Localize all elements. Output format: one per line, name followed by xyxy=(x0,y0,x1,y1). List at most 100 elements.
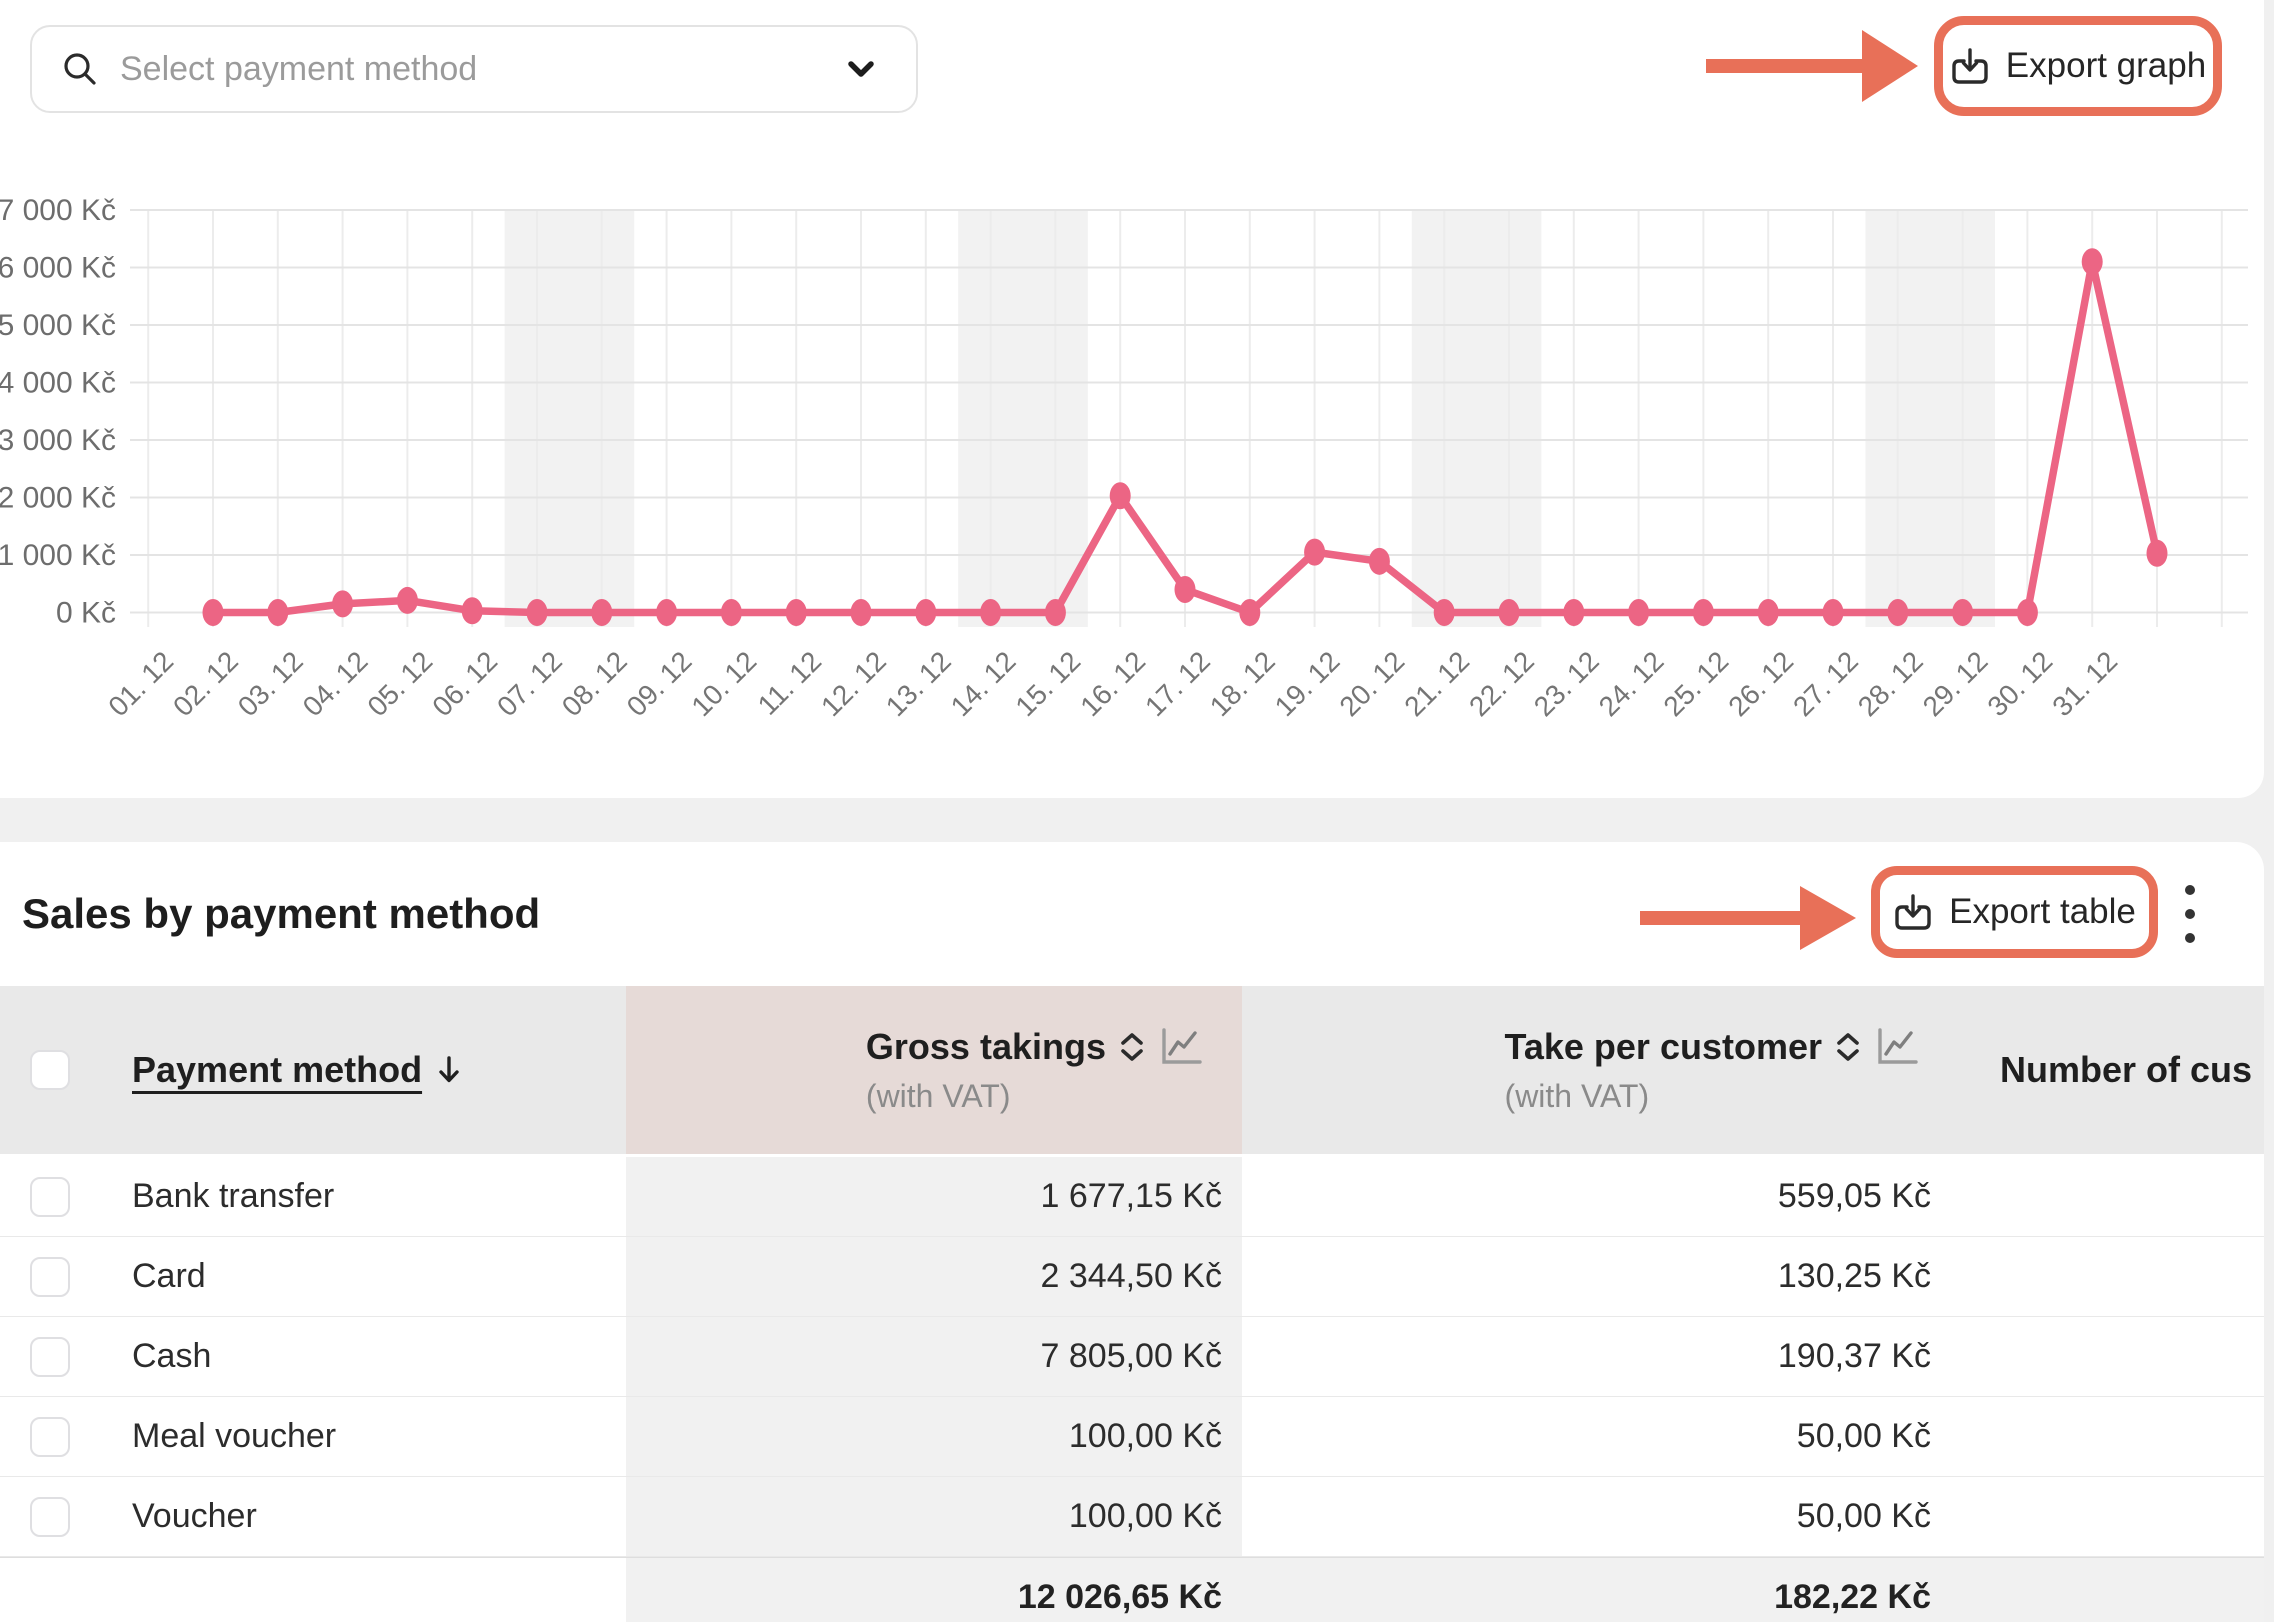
number-of-customers-cell xyxy=(1950,1237,2264,1316)
export-table-button[interactable]: Export table xyxy=(1893,892,2136,932)
svg-text:10. 12: 10. 12 xyxy=(685,645,762,722)
svg-text:06. 12: 06. 12 xyxy=(426,645,503,722)
row-checkbox[interactable] xyxy=(30,1416,70,1457)
table-row: Cash 7 805,00 Kč 190,37 Kč xyxy=(0,1317,2264,1397)
annotation-arrow-table xyxy=(1640,886,1856,950)
svg-text:30. 12: 30. 12 xyxy=(1981,645,2058,722)
total-gross-takings: 12 026,65 Kč xyxy=(626,1558,1242,1622)
sales-table: Payment method Gross takings xyxy=(0,986,2264,1622)
annotation-box-table: Export table xyxy=(1871,866,2158,958)
svg-text:18. 12: 18. 12 xyxy=(1204,645,1281,722)
download-icon xyxy=(1895,894,1931,930)
row-checkbox[interactable] xyxy=(30,1256,70,1297)
select-all-checkbox[interactable] xyxy=(30,1050,70,1090)
payment-method-select[interactable]: Select payment method xyxy=(30,25,918,113)
payment-method-column-label[interactable]: Payment method xyxy=(132,1049,423,1090)
svg-text:27. 12: 27. 12 xyxy=(1787,645,1864,722)
svg-text:03. 12: 03. 12 xyxy=(232,645,309,722)
svg-text:17. 12: 17. 12 xyxy=(1139,645,1216,722)
svg-text:29. 12: 29. 12 xyxy=(1917,645,1994,722)
gross-takings-cell: 1 677,15 Kč xyxy=(626,1157,1242,1236)
svg-text:14. 12: 14. 12 xyxy=(945,645,1022,722)
line-chart-toggle-icon[interactable] xyxy=(1874,1027,1920,1067)
svg-text:09. 12: 09. 12 xyxy=(621,645,698,722)
take-per-customer-cell: 50,00 Kč xyxy=(1796,1417,1931,1455)
row-checkbox[interactable] xyxy=(30,1496,70,1537)
svg-text:1 000 Kč: 1 000 Kč xyxy=(0,539,116,572)
gross-takings-cell: 7 805,00 Kč xyxy=(626,1317,1242,1396)
row-checkbox[interactable] xyxy=(30,1336,70,1377)
table-titlebar: Sales by payment method Export table xyxy=(0,842,2264,986)
totals-row: 12 026,65 Kč 182,22 Kč xyxy=(0,1557,2264,1622)
svg-text:31. 12: 31. 12 xyxy=(2046,645,2123,722)
table-body: Bank transfer 1 677,15 Kč 559,05 Kč Card… xyxy=(0,1157,2264,1557)
table-row: Voucher 100,00 Kč 50,00 Kč xyxy=(0,1477,2264,1557)
payment-method-cell: Bank transfer xyxy=(132,1177,335,1215)
svg-text:01. 12: 01. 12 xyxy=(102,645,179,722)
svg-text:12. 12: 12. 12 xyxy=(815,645,892,722)
table-row: Meal voucher 100,00 Kč 50,00 Kč xyxy=(0,1397,2264,1477)
payment-method-cell: Meal voucher xyxy=(132,1417,337,1455)
svg-text:08. 12: 08. 12 xyxy=(556,645,633,722)
chevron-down-icon xyxy=(848,60,874,77)
annotation-arrow-graph xyxy=(1706,30,1918,102)
sort-toggle-icon[interactable] xyxy=(1836,1032,1860,1062)
svg-text:24. 12: 24. 12 xyxy=(1593,645,1670,722)
table-title: Sales by payment method xyxy=(22,890,541,937)
take-per-customer-vat-note: (with VAT) xyxy=(1504,1077,1650,1114)
export-graph-label: Export graph xyxy=(2005,46,2207,85)
svg-text:28. 12: 28. 12 xyxy=(1852,645,1929,722)
payment-method-cell: Cash xyxy=(132,1337,212,1375)
take-per-customer-cell: 50,00 Kč xyxy=(1796,1497,1931,1535)
sales-table-card: Sales by payment method Export table xyxy=(0,842,2264,1622)
number-of-customers-cell xyxy=(1950,1317,2264,1396)
svg-text:13. 12: 13. 12 xyxy=(880,645,957,722)
column-header-payment-method[interactable]: Payment method xyxy=(100,986,626,1154)
column-header-gross-takings[interactable]: Gross takings (with VAT) xyxy=(626,986,1242,1154)
table-header-row: Payment method Gross takings xyxy=(0,986,2264,1157)
svg-text:7 000 Kč: 7 000 Kč xyxy=(0,194,116,227)
svg-text:6 000 Kč: 6 000 Kč xyxy=(0,252,116,285)
number-of-customers-cell xyxy=(1950,1397,2264,1476)
line-chart-toggle-icon[interactable] xyxy=(1158,1027,1204,1067)
sort-toggle-icon[interactable] xyxy=(1120,1032,1144,1062)
chart-toolbar: Select payment method Export graph xyxy=(0,0,2264,130)
take-per-customer-cell: 559,05 Kč xyxy=(1777,1177,1931,1215)
svg-text:3 000 Kč: 3 000 Kč xyxy=(0,424,116,457)
gross-takings-cell: 2 344,50 Kč xyxy=(626,1237,1242,1316)
svg-text:21. 12: 21. 12 xyxy=(1398,645,1475,722)
svg-text:0 Kč: 0 Kč xyxy=(56,597,116,630)
svg-text:4 000 Kč: 4 000 Kč xyxy=(0,367,116,400)
column-header-take-per-customer[interactable]: Take per customer (with VAT) xyxy=(1242,986,1950,1154)
export-table-label: Export table xyxy=(1949,892,2136,931)
svg-text:16. 12: 16. 12 xyxy=(1074,645,1151,722)
svg-text:23. 12: 23. 12 xyxy=(1528,645,1605,722)
payment-method-cell: Card xyxy=(132,1257,206,1295)
number-of-customers-column-label: Number of cus xyxy=(2000,1049,2253,1090)
column-header-number-of-customers[interactable]: Number of cus xyxy=(1950,986,2264,1154)
kebab-menu-icon[interactable] xyxy=(2184,884,2196,944)
svg-text:20. 12: 20. 12 xyxy=(1333,645,1410,722)
gross-takings-cell: 100,00 Kč xyxy=(626,1397,1242,1476)
gross-takings-column-label[interactable]: Gross takings xyxy=(865,1025,1106,1067)
svg-text:04. 12: 04. 12 xyxy=(297,645,374,722)
total-take-per-customer: 182,22 Kč xyxy=(1242,1558,1950,1622)
sort-desc-icon xyxy=(439,1056,459,1083)
svg-text:02. 12: 02. 12 xyxy=(167,645,244,722)
svg-text:15. 12: 15. 12 xyxy=(1009,645,1086,722)
number-of-customers-cell xyxy=(1950,1477,2264,1556)
gross-takings-cell: 100,00 Kč xyxy=(626,1477,1242,1556)
svg-text:26. 12: 26. 12 xyxy=(1722,645,1799,722)
svg-text:2 000 Kč: 2 000 Kč xyxy=(0,482,116,515)
take-per-customer-column-label[interactable]: Take per customer xyxy=(1504,1025,1822,1067)
svg-text:05. 12: 05. 12 xyxy=(361,645,438,722)
row-checkbox[interactable] xyxy=(30,1176,70,1217)
table-row: Bank transfer 1 677,15 Kč 559,05 Kč xyxy=(0,1157,2264,1237)
payment-method-cell: Voucher xyxy=(132,1497,257,1535)
search-icon xyxy=(64,53,96,85)
svg-text:07. 12: 07. 12 xyxy=(491,645,568,722)
export-graph-button[interactable]: Export graph xyxy=(1950,46,2206,86)
payment-method-placeholder: Select payment method xyxy=(120,49,478,88)
table-row: Card 2 344,50 Kč 130,25 Kč xyxy=(0,1237,2264,1317)
